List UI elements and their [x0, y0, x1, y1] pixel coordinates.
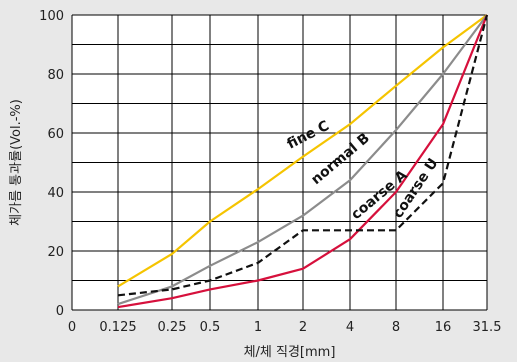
x-tick-label: 16: [435, 320, 452, 335]
series-line-fine-c: [117, 14, 488, 288]
y-tick-label: 60: [47, 127, 64, 142]
x-tick-label: 31.5: [473, 320, 502, 335]
y-tick-labels: 0 20 40 60 80 100: [39, 9, 64, 319]
grid: [71, 14, 488, 311]
x-tick-label: 8: [392, 320, 400, 335]
y-tick-label: 0: [56, 304, 64, 319]
y-axis-title: 체가름 통과률(Vol.-%): [9, 99, 24, 226]
x-tick-label: 0: [68, 320, 76, 335]
y-tick-label: 40: [47, 186, 64, 201]
series-line-normal-b: [117, 14, 488, 306]
x-tick-label: 4: [346, 320, 354, 335]
x-tick-label: 0.5: [200, 320, 221, 335]
x-tick-label: 0.125: [99, 320, 136, 335]
series-line-coarse-a: [117, 14, 489, 309]
x-tick-labels: 0 0.125 0.25 0.5 1 2 4 8 16 31.5: [68, 320, 502, 335]
x-axis-title: 체/체 직경[mm]: [244, 345, 336, 360]
x-tick-label: 0.25: [158, 320, 187, 335]
y-tick-label: 100: [39, 9, 64, 24]
x-tick-label: 1: [254, 320, 262, 335]
series-lines: [117, 14, 489, 309]
y-tick-label: 80: [47, 68, 64, 83]
x-tick-label: 2: [299, 320, 307, 335]
series-line-coarse-u: [117, 14, 489, 297]
y-tick-label: 20: [47, 245, 64, 260]
